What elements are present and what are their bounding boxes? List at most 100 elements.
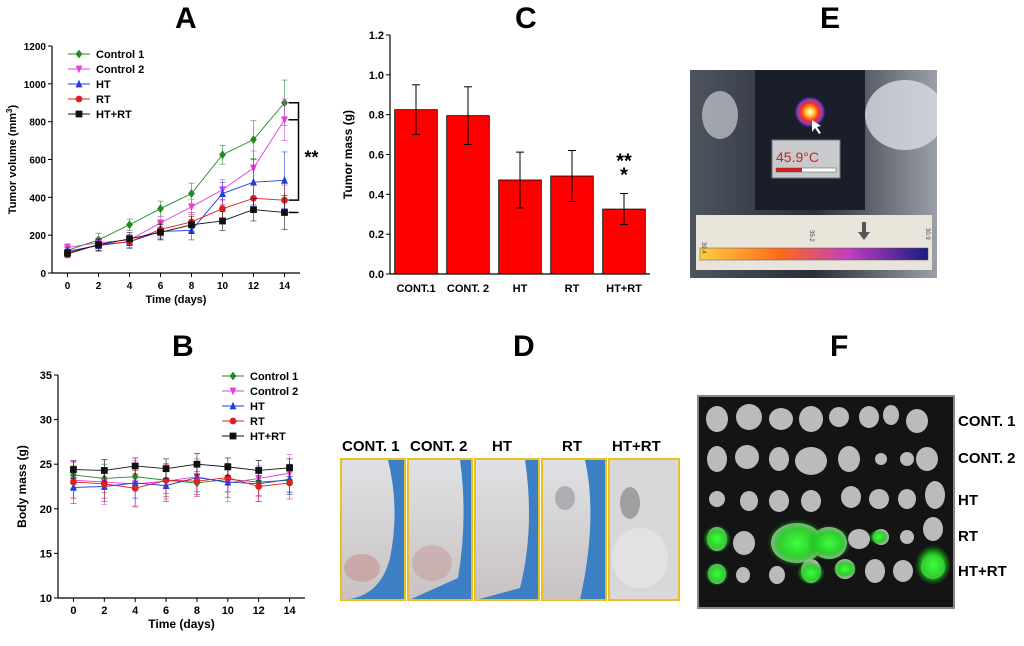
tumor-sample [900,530,914,544]
y-axis-label: Tumor mass (g) [341,110,355,199]
tumor-sample [706,406,728,432]
legend-label: HT [250,401,265,413]
data-point [281,209,288,216]
data-point [100,467,108,474]
tumor-volume-chart: 0 200 400 600 800 1000 1200 0 2 4 6 8 10 12 14 Time (da… [5,42,319,306]
y-tick-label: 0.8 [369,110,384,122]
panel-letter-e: E [820,2,841,35]
legend-label: HT+RT [96,109,132,121]
tumor-sample [859,406,879,428]
y-tick-label: 10 [40,593,52,605]
fluorescence-signal [703,525,731,553]
thermal-image: 45.9°C 39.4 35.2 30.9 [690,70,937,278]
series-line [73,477,290,489]
x-tick-label: 12 [253,605,265,617]
data-point [255,467,263,474]
y-tick-label: 15 [40,548,52,560]
tumor-sample [740,491,758,511]
skin-photo-rt [541,458,607,601]
skin-photo-panel: CONT. 1 CONT. 2 HT RT HT+RT [340,438,682,603]
tumor-sample [735,445,759,469]
row-label-ht: HT [958,492,978,509]
y-tick-label: 0.2 [369,229,384,241]
x-tick-label: 14 [283,605,296,617]
y-tick-label: 20 [40,504,52,516]
series-ht-rt [64,195,288,258]
skin-photo-ht [474,458,540,601]
legend-marker [75,95,83,103]
legend-label: Control 1 [96,49,144,61]
tumor-sample [916,447,938,471]
tumor-sample [869,489,889,509]
significance-marker: * [620,165,628,187]
body-mass-chart: 10 15 20 25 30 35 0 2 4 6 8 10 12 14 Time (days) Body m… [15,370,305,631]
y-tick-label: 1.0 [369,70,384,82]
scale-tick-1: 39.4 [700,242,706,254]
data-point [250,135,257,145]
category-label: HT+RT [606,283,642,295]
y-tick-label: 1200 [24,42,47,53]
data-point [193,477,201,485]
series-line [73,463,290,471]
skin-photos [340,458,680,601]
legend-marker [229,387,237,396]
legend-marker [229,417,237,425]
category-label: HT [513,283,528,295]
data-point [255,483,263,490]
skin-photo-cont2 [407,458,473,601]
tumor-sample [883,405,899,425]
significance-marker: ** [305,147,319,167]
tumor-sample [898,489,916,509]
tumor-sample [865,559,885,583]
fluorescence-signal [807,525,851,561]
data-point [250,177,257,186]
y-tick-label: 0.6 [369,150,384,162]
series-line [73,477,290,488]
tumor-sample [769,408,793,430]
series-line [67,119,285,248]
legend-label: Control 2 [96,64,144,76]
y-tick-label: 1000 [24,80,47,91]
row-label-rt: RT [958,528,978,545]
category-label: CONT.1 [396,283,435,295]
panel-letter-a: A [175,2,197,35]
data-point [131,484,139,492]
tumor-sample [795,447,827,475]
x-tick-label: 8 [194,605,200,617]
photo-label-cont2: CONT. 2 [410,438,468,455]
data-point [219,205,226,213]
x-tick-label: 0 [65,281,71,292]
y-tick-label: 200 [29,231,46,242]
fluorescence-signal [797,561,825,585]
series-line [67,179,285,252]
y-tick-label: 0.4 [369,189,385,201]
x-tick-label: 6 [163,605,169,617]
x-tick-label: 14 [279,281,291,292]
data-point [219,189,226,197]
tumor-sample [923,517,943,541]
series-line [73,472,290,485]
y-tick-label: 1.2 [369,30,384,42]
x-tick-label: 10 [217,281,229,292]
data-point [188,203,195,212]
tumor-sample [906,409,928,433]
legend-label: HT [96,79,111,91]
x-tick-label: 10 [222,605,234,617]
tumor-sample [893,560,913,582]
scale-tick-2: 35.2 [808,230,814,242]
x-tick-label: 12 [248,281,260,292]
panel-letter-f: F [830,330,849,363]
fluorescence-signal [767,519,827,567]
y-tick-label: 800 [29,118,46,129]
tumor-sample [801,490,821,512]
legend-label: RT [250,416,265,428]
y-tick-label: 400 [29,193,46,204]
x-axis-label: Time (days) [148,617,214,631]
y-tick-label: 25 [40,459,52,471]
tumor-sample [841,486,861,508]
tumor-sample [769,566,785,584]
tumor-mass-bar-chart: 0.0 0.2 0.4 0.6 0.8 1.0 1.2 Tumor mass (g) CONT.… [341,30,650,295]
y-tick-label: 30 [40,415,52,427]
arrow-down-icon [858,222,870,240]
legend-marker [229,371,237,381]
